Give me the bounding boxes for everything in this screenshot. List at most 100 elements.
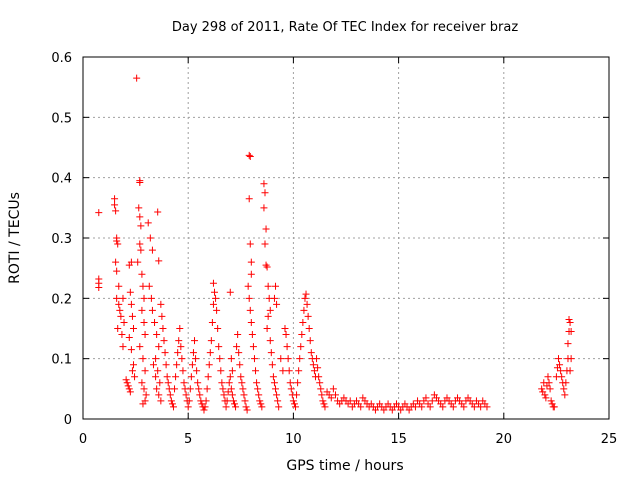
data-point bbox=[269, 373, 277, 381]
data-point bbox=[119, 343, 127, 351]
data-point bbox=[174, 349, 182, 357]
data-point bbox=[223, 397, 231, 405]
data-point bbox=[266, 337, 274, 345]
data-point bbox=[566, 367, 574, 375]
data-point bbox=[560, 385, 568, 393]
data-point bbox=[236, 361, 244, 369]
data-point bbox=[189, 349, 197, 357]
data-point bbox=[307, 349, 315, 357]
data-point bbox=[139, 355, 147, 363]
data-point bbox=[224, 388, 232, 396]
data-point bbox=[258, 403, 266, 411]
data-point bbox=[145, 282, 153, 290]
data-point bbox=[277, 355, 285, 363]
data-point bbox=[254, 385, 262, 393]
data-point bbox=[257, 400, 265, 408]
data-point bbox=[148, 306, 156, 314]
data-point bbox=[248, 331, 256, 339]
data-point bbox=[263, 325, 271, 332]
data-point bbox=[300, 306, 308, 314]
data-point bbox=[179, 367, 187, 375]
data-point bbox=[158, 312, 166, 320]
data-point bbox=[290, 400, 298, 408]
data-point bbox=[246, 240, 254, 248]
data-point bbox=[122, 376, 130, 384]
data-point bbox=[272, 385, 280, 393]
data-point bbox=[439, 403, 447, 411]
data-point bbox=[209, 279, 217, 287]
data-point bbox=[426, 403, 434, 411]
data-point bbox=[245, 294, 253, 302]
data-point bbox=[329, 385, 337, 393]
data-point bbox=[159, 325, 167, 332]
data-point bbox=[136, 343, 144, 351]
data-point bbox=[286, 379, 294, 387]
data-point bbox=[294, 379, 302, 387]
data-point bbox=[240, 391, 248, 399]
data-point bbox=[557, 367, 565, 375]
x-axis-title: GPS time / hours bbox=[286, 458, 403, 474]
data-point bbox=[315, 373, 323, 381]
data-point bbox=[281, 325, 289, 332]
data-point bbox=[228, 391, 236, 399]
data-point bbox=[147, 294, 155, 302]
data-point bbox=[206, 349, 214, 357]
data-point bbox=[205, 361, 213, 369]
x-tick-label: 10 bbox=[285, 432, 302, 447]
y-axis-title: ROTI / TECUs bbox=[7, 192, 23, 284]
data-point bbox=[550, 403, 558, 411]
data-point bbox=[184, 403, 192, 411]
data-point bbox=[211, 288, 218, 296]
data-point bbox=[113, 237, 121, 245]
data-point bbox=[157, 397, 165, 405]
data-point bbox=[567, 355, 575, 363]
data-point bbox=[116, 306, 124, 314]
data-point bbox=[208, 318, 216, 326]
data-point bbox=[244, 282, 252, 290]
data-point bbox=[161, 349, 169, 357]
data-point bbox=[346, 397, 354, 405]
data-point bbox=[194, 379, 202, 387]
data-point bbox=[128, 367, 136, 375]
data-point bbox=[137, 246, 145, 254]
data-point bbox=[140, 385, 148, 393]
data-point bbox=[155, 391, 163, 399]
data-point bbox=[321, 403, 329, 411]
data-point bbox=[185, 397, 193, 405]
data-point bbox=[301, 294, 309, 302]
data-point bbox=[175, 337, 183, 345]
data-point bbox=[115, 282, 123, 290]
data-point bbox=[127, 346, 135, 354]
data-point bbox=[144, 219, 152, 227]
data-point bbox=[272, 282, 280, 290]
data-point bbox=[246, 306, 254, 314]
data-point bbox=[253, 379, 261, 387]
data-point bbox=[136, 213, 144, 221]
data-point bbox=[155, 343, 163, 351]
data-point bbox=[260, 204, 268, 212]
axis-ticks bbox=[82, 56, 610, 420]
data-point bbox=[558, 373, 566, 381]
data-point bbox=[314, 364, 322, 372]
data-point bbox=[263, 263, 271, 271]
data-point bbox=[305, 325, 313, 332]
data-point bbox=[155, 257, 163, 265]
data-point bbox=[193, 367, 201, 375]
data-point bbox=[309, 361, 317, 369]
data-point bbox=[135, 204, 143, 212]
data-point bbox=[541, 391, 549, 399]
data-point bbox=[163, 373, 171, 381]
data-point bbox=[222, 403, 230, 411]
data-point bbox=[195, 385, 203, 393]
data-point bbox=[331, 391, 339, 399]
data-point bbox=[153, 331, 161, 339]
data-point bbox=[136, 240, 144, 248]
data-point bbox=[209, 300, 217, 308]
data-point bbox=[247, 258, 255, 266]
data-point bbox=[112, 207, 120, 215]
data-point bbox=[247, 318, 255, 326]
data-point bbox=[129, 325, 137, 332]
data-point bbox=[112, 258, 120, 266]
data-point bbox=[148, 246, 156, 254]
